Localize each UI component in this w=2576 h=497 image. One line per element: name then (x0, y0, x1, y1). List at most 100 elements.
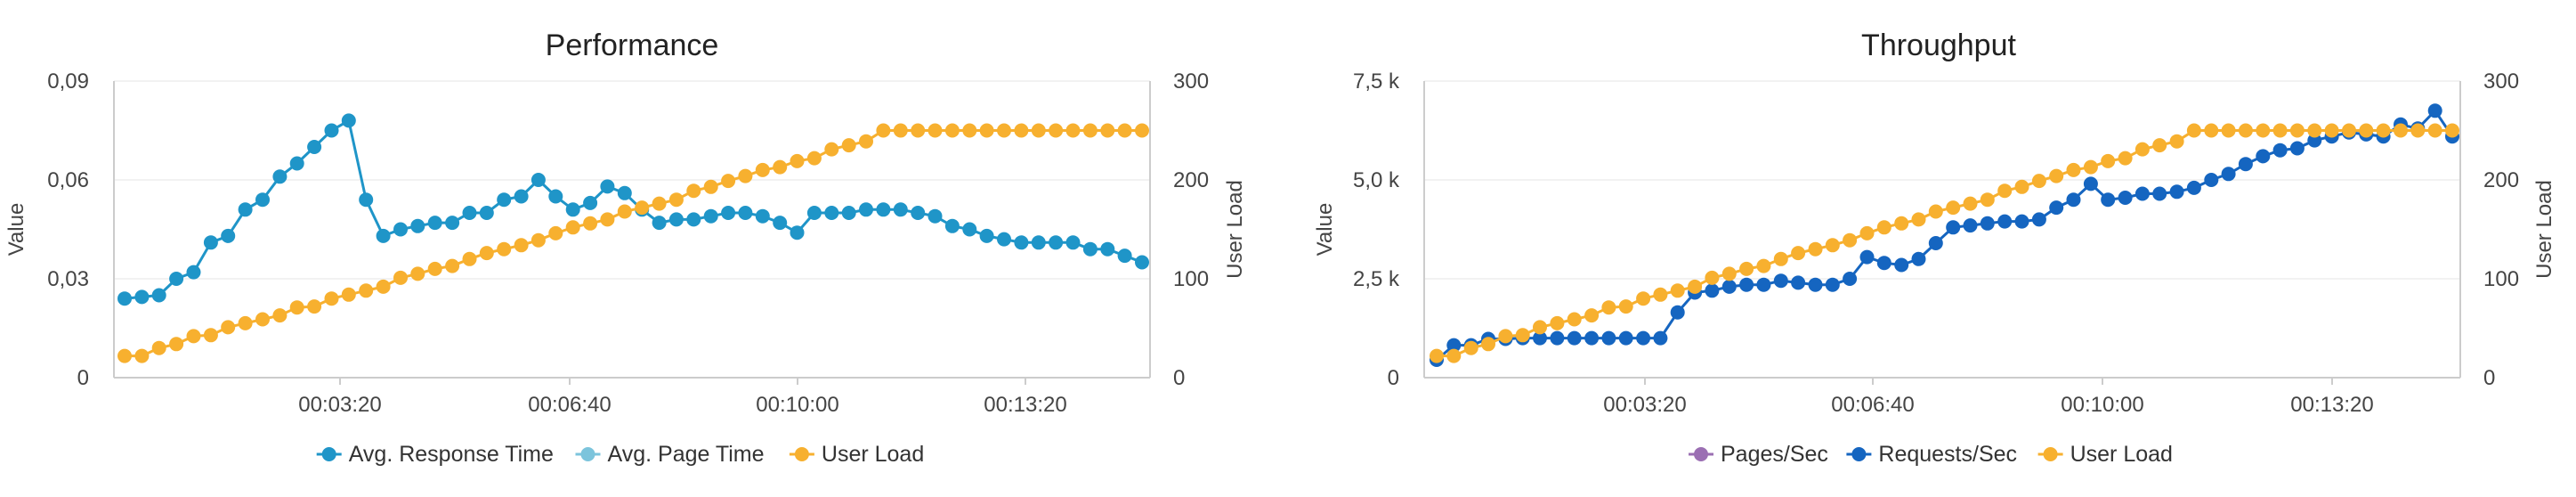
data-point (876, 123, 891, 138)
data-point (1065, 123, 1081, 138)
data-point (773, 159, 788, 175)
data-point (2256, 123, 2271, 138)
data-point (479, 206, 494, 220)
data-point (859, 202, 873, 217)
data-point (2307, 123, 2322, 138)
data-point (410, 266, 425, 281)
data-point (1705, 270, 1720, 285)
data-point (272, 308, 288, 323)
chart-1: Performance 0 0,03 0,06 0,09 0 100 200 300 00:03:… (4, 29, 1247, 467)
data-point (134, 348, 150, 363)
y-axis-title: Value (4, 203, 28, 257)
data-point (2238, 123, 2253, 138)
y2-tick-label: 300 (1173, 69, 1209, 94)
data-point (824, 206, 839, 220)
data-point (2410, 123, 2426, 138)
data-point (1894, 216, 1909, 231)
data-point (203, 328, 218, 343)
legend-item[interactable]: Avg. Response Time (316, 442, 554, 467)
data-point (1808, 241, 1823, 257)
legend-item[interactable]: Pages/Sec (1689, 442, 1828, 467)
data-point (997, 232, 1011, 247)
data-point (117, 348, 132, 363)
legend-marker (1694, 447, 1708, 461)
data-point (151, 288, 166, 303)
legend-item[interactable]: Requests/Sec (1846, 442, 2017, 467)
data-point (1049, 123, 1064, 138)
data-point (1550, 315, 1565, 330)
data-point (238, 202, 253, 217)
data-point (1876, 256, 1891, 271)
data-point (2101, 192, 2116, 208)
data-point (2169, 134, 2184, 149)
y-axis-title: Value (1313, 203, 1337, 257)
legend-marker (580, 447, 595, 461)
chart-title: Performance (546, 29, 719, 62)
data-point (2272, 123, 2288, 138)
y2-tick-label: 0 (1173, 366, 1185, 390)
data-point (2238, 157, 2253, 172)
data-point (1688, 279, 1703, 294)
data-point (2307, 133, 2322, 148)
data-point (911, 123, 926, 138)
data-point (2083, 159, 2098, 175)
data-point (1928, 236, 1943, 250)
x-tick-label: 00:03:20 (1603, 393, 1686, 417)
data-point (2135, 186, 2150, 201)
y-tick-label: 0,03 (47, 267, 89, 291)
data-point (928, 123, 943, 138)
legend-item[interactable]: User Load (789, 442, 924, 467)
chart-title: Throughput (1861, 29, 2016, 62)
data-point (359, 283, 374, 298)
data-point (497, 192, 512, 208)
data-point (2272, 143, 2288, 158)
data-point (2376, 123, 2391, 138)
data-point (1928, 204, 1943, 219)
data-point (341, 287, 356, 302)
data-point (565, 220, 580, 235)
data-point (1618, 330, 1633, 346)
legend-label: Requests/Sec (1878, 442, 2017, 467)
data-point (911, 206, 926, 220)
data-point (1498, 329, 1513, 344)
data-point (462, 251, 477, 266)
data-point (1100, 123, 1115, 138)
legend-item[interactable]: User Load (2037, 442, 2173, 467)
y2-tick-label: 0 (2483, 366, 2495, 390)
data-point (2101, 153, 2116, 168)
data-point (1670, 283, 1685, 298)
data-point (1911, 212, 1926, 227)
data-point (203, 235, 218, 250)
data-point (531, 173, 546, 187)
data-point (1515, 328, 1530, 343)
legend-label: User Load (2070, 442, 2173, 467)
y2-tick-label: 100 (2483, 267, 2519, 291)
data-point (1636, 330, 1651, 346)
data-point (1843, 232, 1858, 248)
data-point (2049, 168, 2064, 183)
data-point (773, 216, 788, 231)
data-point (289, 300, 304, 315)
data-point (2324, 123, 2339, 138)
legend-item[interactable]: Avg. Page Time (575, 442, 765, 467)
data-point (324, 123, 339, 138)
data-point (134, 289, 150, 305)
data-point (1670, 305, 1685, 320)
data-point (944, 218, 960, 233)
data-point (2221, 167, 2236, 182)
data-point (600, 179, 615, 194)
data-point (341, 113, 356, 128)
data-point (1550, 330, 1565, 346)
data-point (790, 225, 805, 240)
data-point (703, 179, 718, 194)
data-point (738, 168, 753, 183)
data-point (1135, 255, 1149, 270)
y2-axis-title: User Load (2532, 180, 2556, 279)
data-point (1963, 218, 1978, 233)
data-point (1567, 312, 1582, 327)
data-point (668, 192, 684, 208)
data-point (1481, 337, 1495, 352)
data-point (738, 206, 753, 220)
series-requests-sec (1430, 103, 2459, 367)
data-point (2256, 149, 2271, 164)
